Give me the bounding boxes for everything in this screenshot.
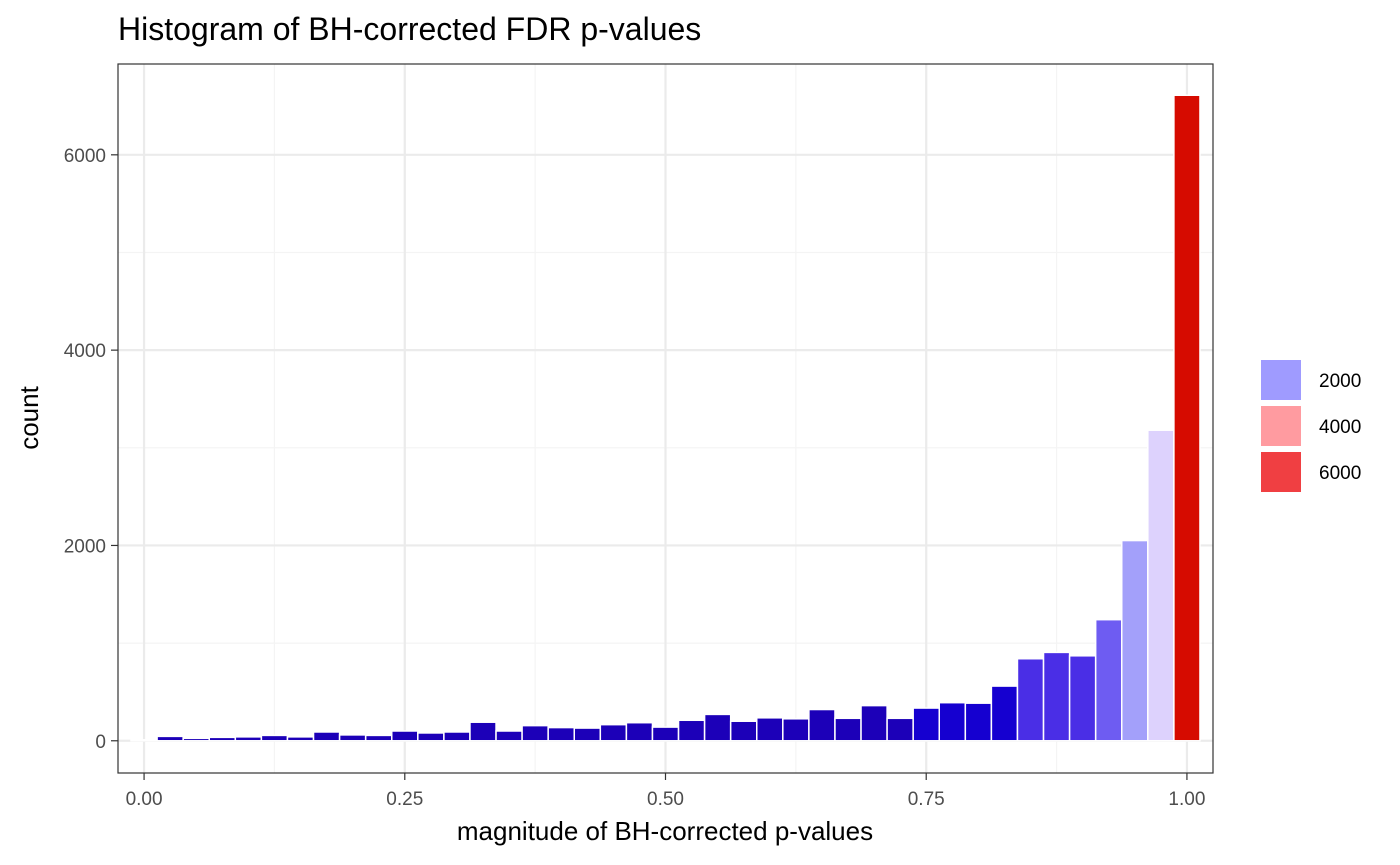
histogram-bar — [729, 720, 758, 742]
histogram-bar — [834, 717, 862, 742]
x-tick-label: 0.00 — [126, 789, 163, 810]
legend-key — [1261, 406, 1301, 446]
histogram-bar — [990, 685, 1019, 742]
histogram-bar — [964, 702, 993, 742]
histogram-bar — [1016, 657, 1045, 742]
histogram-bar — [651, 726, 680, 742]
histogram-bar — [182, 737, 211, 742]
histogram-bar — [391, 730, 419, 742]
histogram-bar — [338, 734, 367, 742]
histogram-bar — [886, 717, 914, 742]
x-axis-title: magnitude of BH-corrected p-values — [457, 816, 873, 846]
histogram-bar — [417, 732, 445, 742]
histogram-bar — [808, 708, 836, 742]
legend-label: 2000 — [1319, 371, 1361, 392]
y-tick-label: 2000 — [64, 536, 106, 557]
histogram-bar — [599, 723, 628, 742]
histogram-bar — [1173, 94, 1201, 742]
y-tick-label: 0 — [95, 732, 106, 753]
y-axis-title: count — [14, 385, 44, 449]
histogram-bar — [156, 735, 184, 742]
histogram-bar — [312, 731, 341, 742]
y-tick-label: 4000 — [64, 341, 106, 362]
histogram-bar — [234, 736, 263, 742]
legend-label: 4000 — [1319, 417, 1361, 438]
y-tick-label: 6000 — [64, 146, 106, 167]
histogram-bar — [1121, 539, 1149, 742]
x-tick-label: 0.50 — [647, 789, 684, 810]
histogram-bar — [756, 717, 784, 742]
x-axis-ticks: 0.00 0.25 0.50 0.75 1.00 — [126, 773, 1205, 810]
histogram-bar — [1147, 429, 1175, 742]
histogram-bar — [1094, 618, 1123, 742]
legend-key — [1261, 360, 1301, 400]
legend-key — [1261, 452, 1301, 492]
histogram-bar — [782, 718, 810, 742]
histogram-bar — [703, 713, 732, 742]
histogram-bar — [443, 731, 471, 742]
histogram-bar — [208, 736, 237, 742]
histogram-bar — [130, 739, 158, 742]
legend: 2000 4000 6000 — [1261, 360, 1361, 492]
chart-title: Histogram of BH-corrected FDR p-values — [118, 11, 701, 47]
histogram-bar — [260, 734, 289, 742]
x-tick-label: 0.75 — [908, 789, 945, 810]
y-axis-ticks: 0 2000 4000 6000 — [64, 146, 118, 753]
x-tick-label: 0.25 — [386, 789, 423, 810]
histogram-bar — [1042, 651, 1071, 742]
histogram-bar — [573, 727, 602, 742]
histogram-bar — [677, 719, 706, 742]
histogram-bar — [860, 704, 888, 742]
histogram-bar — [286, 736, 315, 742]
histogram-bar — [547, 726, 576, 742]
histogram-bar — [938, 701, 967, 742]
histogram-bar — [495, 730, 523, 742]
bars — [130, 94, 1201, 742]
histogram-bar — [364, 734, 393, 742]
histogram-bar — [521, 724, 549, 742]
x-tick-label: 1.00 — [1168, 789, 1205, 810]
histogram-bar — [1068, 655, 1097, 742]
legend-label: 6000 — [1319, 463, 1361, 484]
histogram-bar — [912, 707, 941, 742]
histogram-bar — [469, 721, 497, 742]
histogram-bar — [625, 721, 654, 742]
